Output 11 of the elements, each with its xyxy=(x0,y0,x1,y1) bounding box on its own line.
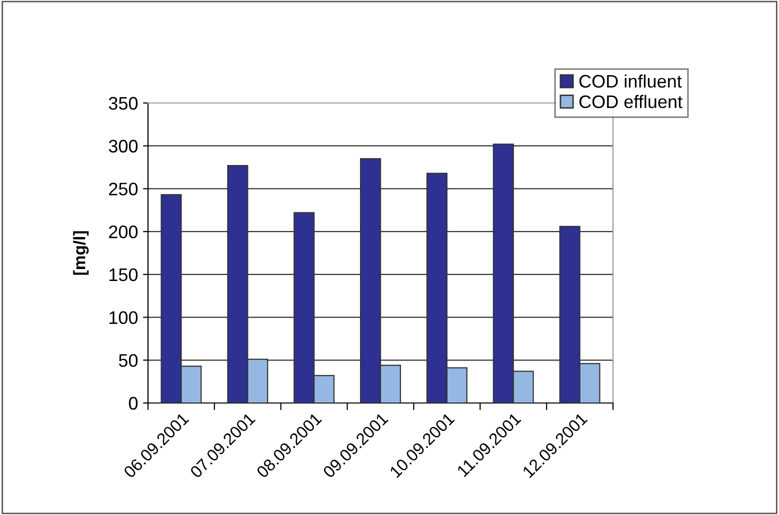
y-tick-label: 100 xyxy=(110,311,138,324)
legend-label: COD influent xyxy=(579,74,682,88)
y-tick-label: 150 xyxy=(110,268,138,282)
y-tick-label: 200 xyxy=(109,226,138,238)
y-tick-label: 50 xyxy=(118,354,138,367)
legend-label: COD effluent xyxy=(579,94,682,108)
y-tick-label: 250 xyxy=(109,182,138,196)
y-tick-label: 300 xyxy=(108,140,138,153)
y-tick-label: 350 xyxy=(108,96,138,110)
y-axis-title: [mg/l] xyxy=(73,231,89,275)
y-tick-label: 0 xyxy=(128,396,138,410)
